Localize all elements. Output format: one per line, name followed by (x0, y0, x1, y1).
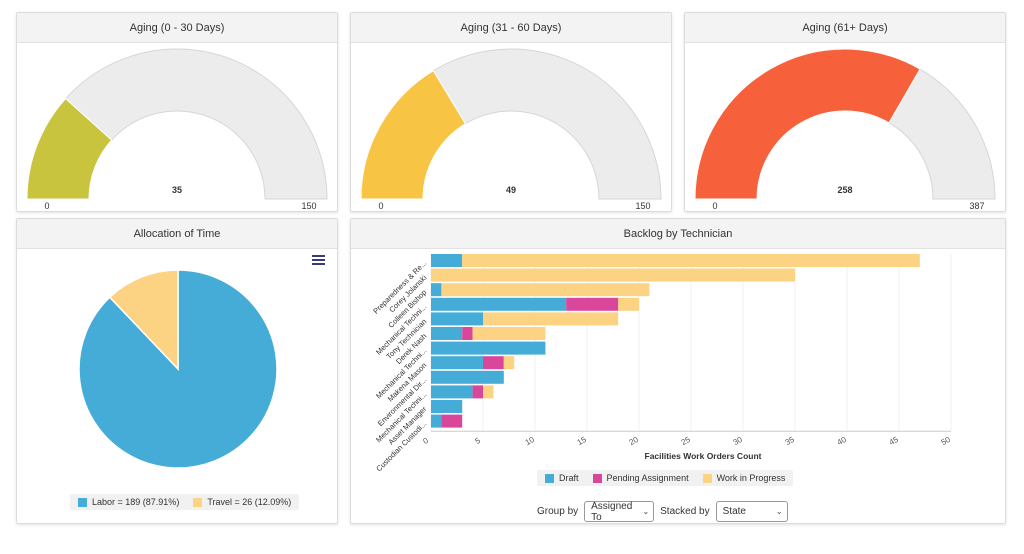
pie-chart (78, 269, 278, 469)
gauge-min-label: 0 (44, 201, 49, 211)
gauge-min-label: 0 (712, 201, 717, 211)
gauge-title: Aging (31 - 60 Days) (351, 13, 671, 43)
legend-label: Pending Assignment (606, 473, 689, 483)
x-tick-label: 5 (474, 436, 483, 446)
x-tick-label: 15 (576, 435, 589, 448)
legend-label: Labor = 189 (87.91%) (92, 497, 180, 507)
bar-segment-draft[interactable] (431, 341, 546, 355)
x-axis-label: Facilities Work Orders Count (645, 451, 762, 461)
legend-item-pending[interactable]: Pending Assignment (592, 473, 689, 483)
hamburger-menu-icon[interactable] (312, 255, 325, 265)
legend-swatch (193, 497, 203, 507)
stacked-by-value: State (722, 506, 746, 517)
bar-segment-pending-assignment[interactable] (566, 297, 619, 311)
backlog-panel: Backlog by Technician Preparedness & Re.… (350, 218, 1006, 524)
gauge-chart: 258 0 387 (694, 48, 996, 211)
x-tick-label: 45 (888, 435, 901, 448)
bar-segment-draft[interactable] (431, 297, 567, 311)
bar-segment-draft[interactable] (431, 312, 483, 326)
group-by-select[interactable]: Assigned To ⌄ (584, 500, 655, 523)
gauge-track (26, 48, 328, 200)
bar-segment-work-in-progress[interactable] (618, 297, 639, 311)
gauge-chart: 35 0 150 (26, 48, 328, 211)
bar-segment-pending-assignment[interactable] (462, 327, 473, 340)
bar-segment-draft[interactable] (431, 254, 463, 267)
gauge-value-arc (694, 48, 921, 200)
gauge-title: Aging (61+ Days) (685, 13, 1005, 43)
bar-segment-work-in-progress[interactable] (472, 327, 546, 340)
backlog-title: Backlog by Technician (351, 219, 1005, 249)
legend-item-wip[interactable]: Work in Progress (702, 473, 786, 483)
legend-item-travel[interactable]: Travel = 26 (12.09%) (193, 497, 291, 507)
bar-segment-draft[interactable] (431, 414, 442, 428)
bar-segment-draft[interactable] (431, 327, 463, 340)
x-tick-label: 30 (732, 435, 745, 448)
legend-label: Travel = 26 (12.09%) (207, 497, 292, 507)
x-tick-label: 20 (628, 435, 641, 448)
stacked-by-select[interactable]: State ⌄ (715, 501, 788, 522)
legend-swatch (592, 473, 602, 483)
gauge-panel-3: Aging (61+ Days) 258 0 387 (684, 12, 1006, 212)
gauge-value-label: 35 (172, 185, 182, 195)
group-by-label: Group by (537, 506, 579, 517)
bar-segment-work-in-progress[interactable] (462, 254, 920, 267)
pie-slice-travel[interactable] (108, 269, 179, 371)
x-tick-label: 10 (524, 435, 537, 448)
gauge-value-arc (360, 70, 467, 200)
allocation-title: Allocation of Time (17, 219, 337, 249)
x-tick-label: 25 (680, 435, 693, 448)
legend-item-labor[interactable]: Labor = 189 (87.91%) (78, 497, 179, 507)
chevron-down-icon: ⌄ (642, 507, 650, 516)
legend-item-draft[interactable]: Draft (545, 473, 579, 483)
gauge-max-label: 150 (635, 201, 650, 211)
bar-segment-work-in-progress[interactable] (503, 356, 515, 370)
legend-swatch (545, 473, 554, 483)
bar-segment-draft[interactable] (431, 356, 483, 370)
gauge-panel-1: Aging (0 - 30 Days) 35 0 150 (16, 12, 338, 212)
bar-segment-pending-assignment[interactable] (441, 414, 463, 428)
legend-label: Draft (559, 473, 579, 483)
group-by-value: Assigned To (591, 500, 633, 523)
gauge-min-label: 0 (378, 201, 383, 211)
gauge-max-label: 150 (301, 201, 316, 211)
x-tick-label: 40 (836, 435, 849, 448)
x-tick-label: 50 (940, 435, 953, 448)
x-tick-label: 0 (422, 436, 431, 446)
stacked-by-label: Stacked by (660, 506, 710, 517)
bar-segment-draft[interactable] (431, 385, 473, 399)
bar-segment-draft[interactable] (431, 370, 504, 384)
gauge-title: Aging (0 - 30 Days) (17, 13, 337, 43)
bar-segment-work-in-progress[interactable] (483, 385, 494, 399)
bar-segment-draft[interactable] (431, 283, 442, 297)
gauge-value-label: 258 (837, 185, 852, 195)
backlog-bar-chart: Preparedness & Re...Corey JolanskiCollee… (371, 254, 953, 473)
legend-label: Work in Progress (716, 473, 786, 483)
gauge-max-label: 387 (969, 201, 984, 211)
bar-segment-pending-assignment[interactable] (483, 356, 504, 370)
legend-swatch (78, 497, 87, 507)
backlog-legend: Draft Pending Assignment Work in Progres… (537, 470, 794, 486)
gauge-value-arc (26, 97, 113, 200)
bar-segment-work-in-progress[interactable] (441, 283, 650, 297)
bar-segment-work-in-progress[interactable] (483, 312, 619, 326)
x-tick-label: 35 (784, 435, 797, 448)
bar-segment-draft[interactable] (431, 400, 463, 413)
gauge-panel-2: Aging (31 - 60 Days) 49 0 150 (350, 12, 672, 212)
gauge-chart: 49 0 150 (360, 48, 662, 211)
allocation-panel: Allocation of Time Labor = 189 (87.91%) … (16, 218, 338, 524)
bar-segment-pending-assignment[interactable] (472, 385, 483, 399)
chevron-down-icon: ⌄ (775, 507, 783, 516)
legend-swatch (702, 473, 712, 483)
pie-legend: Labor = 189 (87.91%) Travel = 26 (12.09%… (70, 494, 300, 510)
bar-segment-work-in-progress[interactable] (431, 268, 795, 282)
gauge-value-label: 49 (506, 185, 516, 195)
backlog-controls: Group by Assigned To ⌄ Stacked by State … (537, 500, 788, 523)
